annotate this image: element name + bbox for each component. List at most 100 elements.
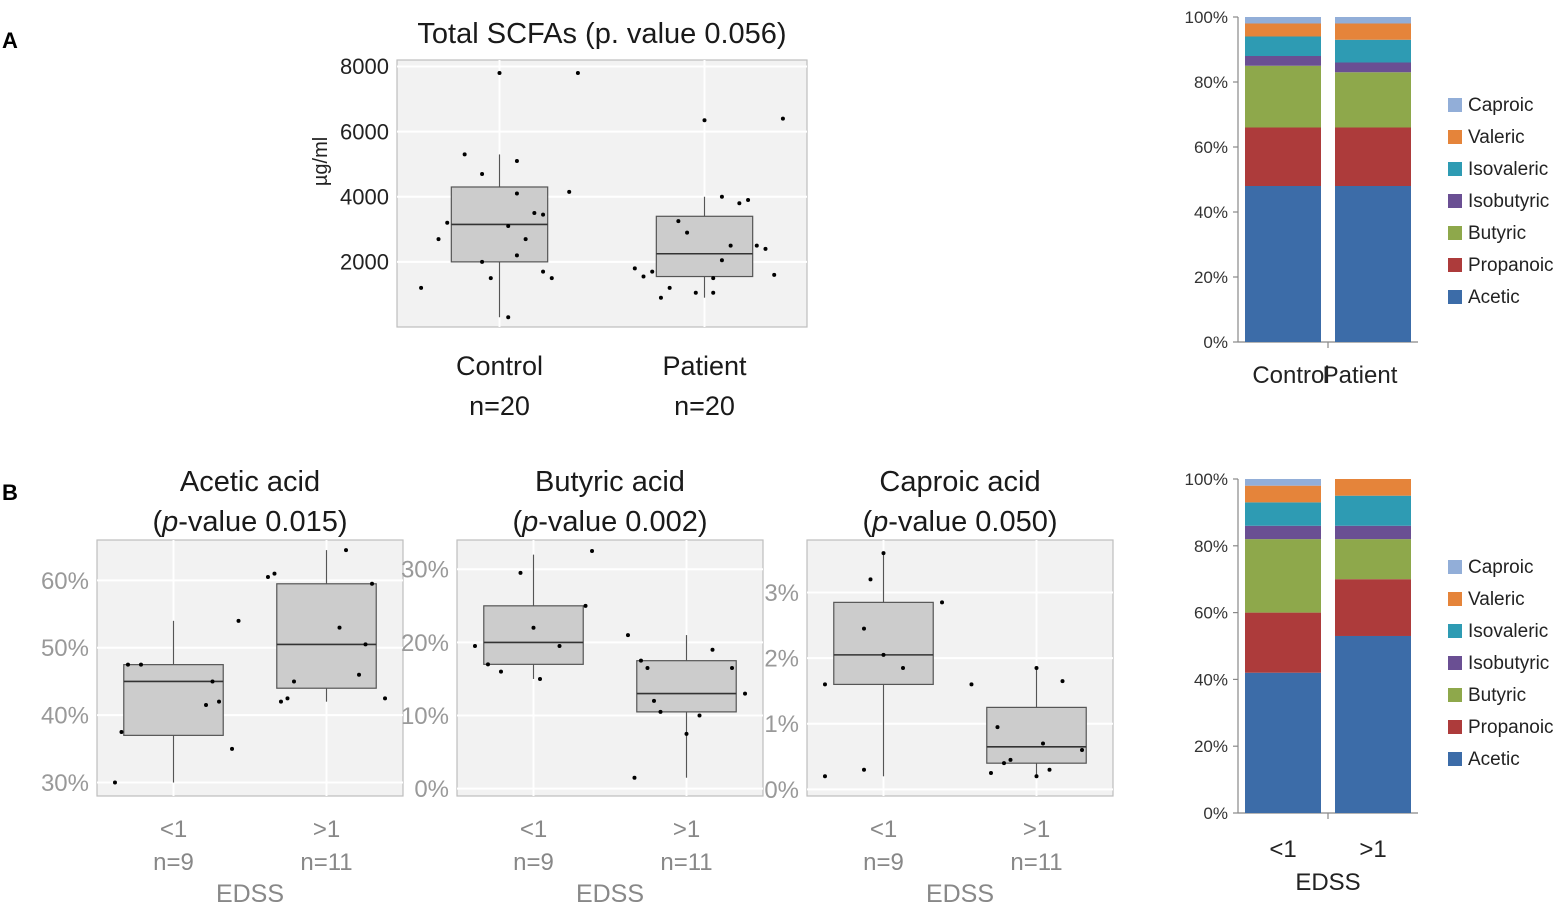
data-point — [822, 682, 827, 687]
bar-segment-isobutyric — [1245, 525, 1321, 540]
data-point — [719, 194, 724, 199]
bar-segment-valeric — [1335, 479, 1411, 496]
y-tick-label: 2% — [764, 646, 799, 673]
data-point — [557, 644, 562, 649]
box-first — [483, 605, 584, 665]
data-point — [514, 191, 519, 196]
y-tick-label: 60% — [1194, 604, 1228, 623]
total-scfa-chart: Control n=20 Patient n=20 2000 4000 6000 8000 µg… — [310, 18, 808, 421]
data-point — [230, 746, 235, 751]
data-point — [1041, 741, 1046, 746]
legend-label: Isovaleric — [1468, 159, 1548, 180]
legend-swatch-caproic — [1448, 98, 1462, 112]
subtitle-value: -value 0.002) — [538, 506, 707, 538]
legend-label: Propanoic — [1468, 717, 1554, 738]
group-n: n=11 — [300, 849, 352, 876]
y-axis-label: µg/ml — [310, 137, 332, 186]
composition-chart-edss: 0% 20% 40% 60% 80% 100% <1 >1 Caproic Valeric Isov… — [1185, 470, 1554, 896]
chart-subtitle: (p-value 0.050) — [862, 506, 1057, 538]
legend-label: Butyric — [1468, 685, 1526, 706]
bar-segment-propanoic — [1245, 612, 1321, 673]
y-tick-label: 40% — [1194, 203, 1228, 222]
group-label: <1 — [520, 816, 547, 843]
data-point — [538, 676, 543, 681]
data-point — [1080, 748, 1085, 753]
bar-segment-propanoic — [1335, 579, 1411, 636]
data-point — [272, 571, 277, 576]
data-point — [730, 666, 735, 670]
subtitle-value: -value 0.015) — [178, 506, 347, 538]
bar-segment-isovaleric — [1245, 502, 1321, 526]
data-point — [697, 713, 702, 718]
data-point — [1060, 679, 1065, 684]
y-tick-label: 30% — [401, 557, 449, 584]
group-n: n=20 — [674, 391, 735, 421]
legend-swatch-isobutyric — [1448, 656, 1462, 670]
data-point — [357, 672, 362, 677]
data-point — [518, 570, 523, 575]
y-tick-label: 100% — [1185, 8, 1228, 27]
legend-label: Valeric — [1468, 589, 1525, 610]
x-axis-label: EDSS — [216, 880, 284, 908]
data-point — [278, 699, 283, 704]
legend-swatch-butyric — [1448, 226, 1462, 240]
subtitle-p: p — [161, 506, 178, 538]
data-point — [702, 118, 707, 123]
data-point — [506, 224, 511, 229]
data-point — [445, 220, 450, 225]
data-point — [685, 230, 690, 235]
group-n: n=11 — [660, 849, 712, 876]
legend-swatch-acetic — [1448, 752, 1462, 766]
data-point — [667, 285, 672, 290]
data-point — [1034, 774, 1039, 779]
box-second — [636, 660, 737, 713]
bar-segment-acetic — [1335, 635, 1411, 813]
bar-segment-isobutyric — [1335, 525, 1411, 540]
data-point — [480, 259, 485, 264]
data-point — [658, 709, 663, 714]
y-tick-label: 20% — [401, 630, 449, 657]
y-tick-label: 60% — [41, 568, 89, 595]
data-point — [498, 669, 503, 674]
data-point — [138, 662, 143, 667]
chart-subtitle: (p-value 0.015) — [152, 506, 347, 538]
data-point — [532, 211, 537, 216]
group-label: Control — [456, 351, 543, 381]
data-point — [590, 548, 595, 553]
category-label: Patient — [1323, 362, 1398, 389]
category-label: <1 — [1269, 836, 1296, 863]
bar-segment-propanoic — [1245, 127, 1321, 186]
group-label: >1 — [1023, 816, 1050, 843]
data-point — [363, 642, 368, 647]
data-point — [488, 276, 493, 281]
category-label: >1 — [1359, 836, 1386, 863]
y-tick-label: 40% — [1194, 670, 1228, 689]
legend-swatch-propanoic — [1448, 258, 1462, 272]
x-axis-label: EDSS — [1295, 869, 1360, 896]
data-point — [119, 730, 124, 734]
data-point — [746, 198, 751, 203]
y-tick-label: 30% — [41, 770, 89, 797]
legend-label: Acetic — [1468, 287, 1520, 308]
data-point — [285, 696, 290, 701]
data-point — [763, 246, 768, 251]
legend-swatch-propanoic — [1448, 720, 1462, 734]
box-second — [986, 706, 1087, 764]
data-point — [265, 575, 270, 580]
chart-title: Caproic acid — [879, 466, 1040, 498]
subtitle-open: ( — [152, 506, 162, 538]
y-tick-label: 6000 — [340, 119, 389, 144]
bar-segment-acetic — [1335, 186, 1411, 342]
bar-segment-valeric — [1245, 23, 1321, 37]
data-point — [125, 662, 130, 667]
group-n: n=20 — [469, 391, 530, 421]
data-point — [1001, 761, 1006, 766]
legend-swatch-butyric — [1448, 688, 1462, 702]
data-point — [1008, 757, 1013, 762]
panel-label-b: B — [2, 480, 18, 505]
data-point — [650, 269, 655, 274]
data-point — [728, 243, 733, 248]
data-point — [1047, 767, 1052, 772]
